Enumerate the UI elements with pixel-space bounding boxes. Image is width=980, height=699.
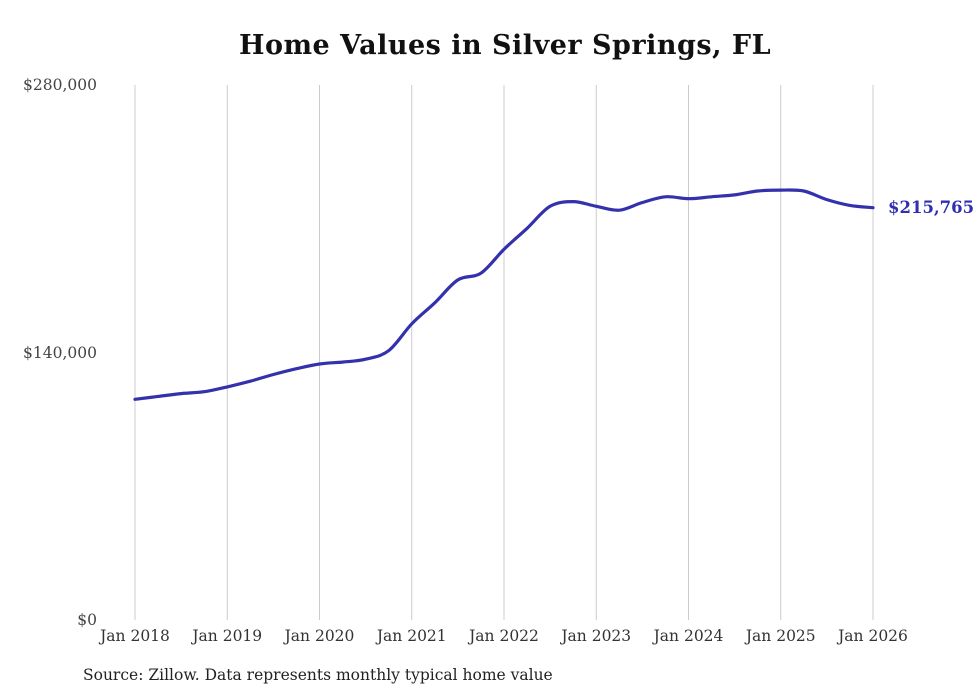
series-end-value-label: $215,765 (888, 197, 975, 217)
x-axis-tick-label: Jan 2021 (375, 627, 447, 645)
y-axis-tick-label: $0 (77, 611, 97, 629)
x-axis-tick-label: Jan 2024 (652, 627, 724, 645)
x-axis-tick-label: Jan 2025 (744, 627, 816, 645)
x-axis-tick-label: Jan 2018 (98, 627, 170, 645)
source-note: Source: Zillow. Data represents monthly … (83, 666, 553, 684)
x-axis-tick-label: Jan 2020 (283, 627, 355, 645)
y-axis-tick-label: $280,000 (23, 76, 97, 94)
y-axis-tick-label: $140,000 (23, 343, 97, 362)
series-line (133, 188, 875, 401)
chart-title: Home Values in Silver Springs, FL (238, 30, 772, 61)
x-axis-tick-label: Jan 2022 (467, 627, 539, 645)
x-axis-tick-label: Jan 2023 (559, 627, 631, 645)
y-axis: $0 $140,000 $280,000 (0, 0, 97, 699)
x-axis-tick-label: Jan 2026 (836, 627, 908, 645)
x-axis-tick-label: Jan 2019 (190, 627, 262, 645)
